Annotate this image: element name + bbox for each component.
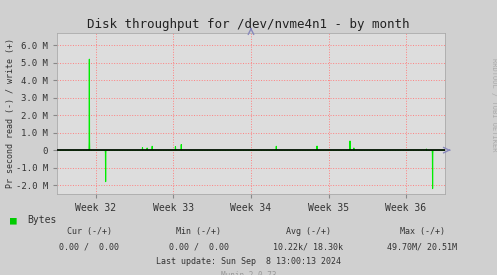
Text: Last update: Sun Sep  8 13:00:13 2024: Last update: Sun Sep 8 13:00:13 2024 <box>156 257 341 266</box>
Text: 49.70M/ 20.51M: 49.70M/ 20.51M <box>388 242 457 251</box>
Text: 0.00 /  0.00: 0.00 / 0.00 <box>60 242 119 251</box>
Text: 0.00 /  0.00: 0.00 / 0.00 <box>169 242 229 251</box>
Text: Bytes: Bytes <box>27 215 57 225</box>
Text: Pr second read (-) / write (+): Pr second read (-) / write (+) <box>6 39 15 188</box>
Text: Avg (-/+): Avg (-/+) <box>286 227 331 236</box>
Text: Munin 2.0.73: Munin 2.0.73 <box>221 271 276 275</box>
Text: 10.22k/ 18.30k: 10.22k/ 18.30k <box>273 242 343 251</box>
Text: Cur (-/+): Cur (-/+) <box>67 227 112 236</box>
Text: Max (-/+): Max (-/+) <box>400 227 445 236</box>
Text: Disk throughput for /dev/nvme4n1 - by month: Disk throughput for /dev/nvme4n1 - by mo… <box>87 18 410 31</box>
Text: ■: ■ <box>10 215 17 225</box>
Text: Min (-/+): Min (-/+) <box>176 227 221 236</box>
Text: RRDTOOL / TOBI OETIKER: RRDTOOL / TOBI OETIKER <box>491 58 497 151</box>
